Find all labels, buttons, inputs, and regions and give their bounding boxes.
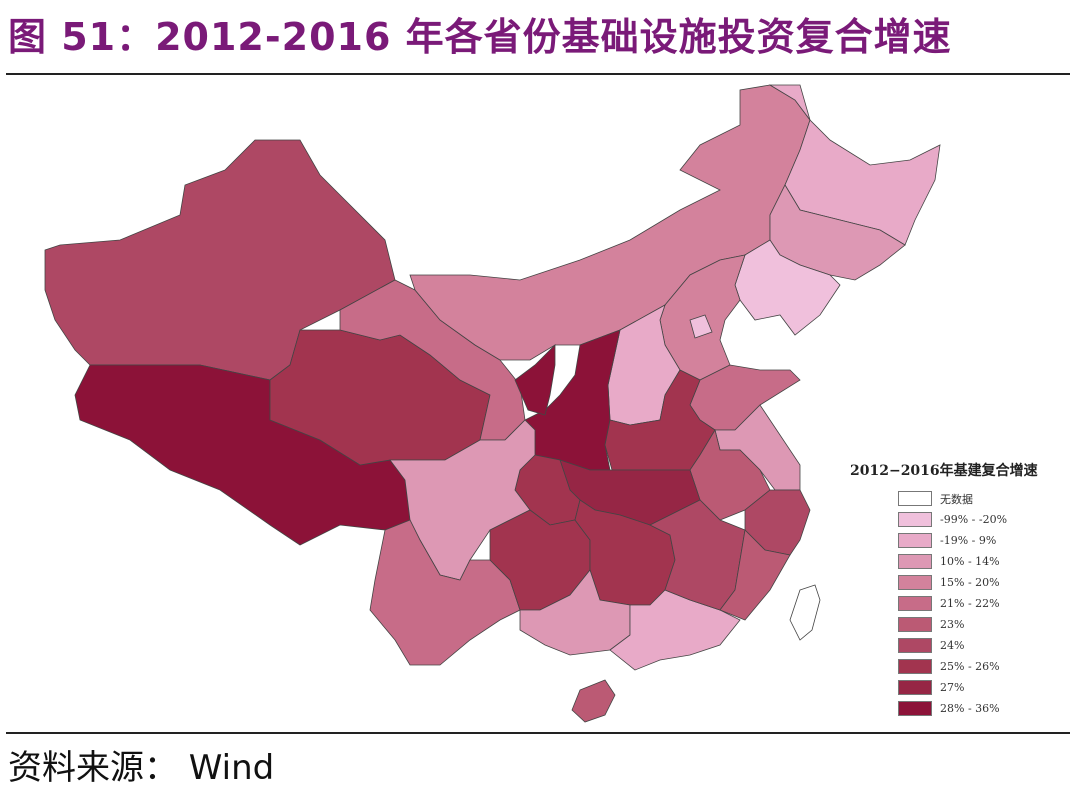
legend-item: 10% - 14%: [898, 551, 1038, 572]
legend-item: -19% - 9%: [898, 530, 1038, 551]
legend-swatch: [898, 512, 932, 527]
legend-swatch: [898, 554, 932, 569]
region-hainan: [571, 679, 616, 723]
legend-item: 25% - 26%: [898, 656, 1038, 677]
legend-label: 10% - 14%: [940, 555, 1000, 568]
legend-item: 无数据: [898, 488, 1038, 509]
figure-title: 图 51：2012-2016 年各省份基础设施投资复合增速: [8, 15, 952, 59]
top-rule: [6, 73, 1070, 75]
region-yunnan: [369, 519, 521, 666]
legend-swatch: [898, 617, 932, 632]
legend-label: 27%: [940, 681, 965, 694]
legend-label: 无数据: [940, 492, 973, 506]
region-beijing: [689, 314, 713, 339]
legend-swatch: [898, 575, 932, 590]
region-heilongjiang: [768, 84, 941, 246]
legend-item: -99% - -20%: [898, 509, 1038, 530]
region-ningxia: [514, 344, 556, 416]
china-province-map: [44, 84, 941, 723]
legend-label: -19% - 9%: [940, 534, 997, 547]
legend-item: 21% - 22%: [898, 593, 1038, 614]
legend-swatch: [898, 680, 932, 695]
legend-item: 15% - 20%: [898, 572, 1038, 593]
map-legend: 2012−2016年基建复合增速 无数据 -99% - -20% -19% - 9%…: [850, 460, 1038, 719]
legend-swatch: [898, 596, 932, 611]
legend-item: 27%: [898, 677, 1038, 698]
legend-label: -99% - -20%: [940, 513, 1008, 526]
legend-swatch: [898, 659, 932, 674]
legend-swatch: [898, 533, 932, 548]
legend-item: 24%: [898, 635, 1038, 656]
legend-label: 24%: [940, 639, 965, 652]
region-taiwan: [789, 584, 821, 641]
bottom-rule: [6, 732, 1070, 734]
source-note: 资料来源： Wind: [8, 748, 275, 788]
legend-label: 28% - 36%: [940, 702, 1000, 715]
legend-item: 28% - 36%: [898, 698, 1038, 719]
legend-label: 25% - 26%: [940, 660, 1000, 673]
legend-label: 23%: [940, 618, 965, 631]
legend-item: 23%: [898, 614, 1038, 635]
legend-label: 15% - 20%: [940, 576, 1000, 589]
legend-swatch: [898, 491, 932, 506]
legend-label: 21% - 22%: [940, 597, 1000, 610]
legend-swatch: [898, 701, 932, 716]
legend-swatch: [898, 638, 932, 653]
legend-title: 2012−2016年基建复合增速: [850, 463, 1038, 479]
region-inner-mongolia: [409, 84, 811, 361]
region-fujian: [719, 529, 791, 621]
